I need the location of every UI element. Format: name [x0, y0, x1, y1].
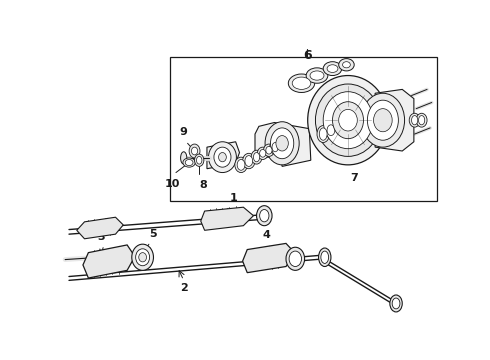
Ellipse shape: [195, 154, 204, 166]
Ellipse shape: [373, 109, 392, 132]
Polygon shape: [243, 243, 295, 273]
Ellipse shape: [390, 295, 402, 312]
Ellipse shape: [325, 122, 337, 138]
Ellipse shape: [308, 76, 388, 165]
Ellipse shape: [209, 142, 236, 172]
Ellipse shape: [292, 77, 311, 89]
Ellipse shape: [245, 156, 253, 166]
Ellipse shape: [196, 156, 202, 164]
Ellipse shape: [333, 102, 364, 139]
Ellipse shape: [323, 92, 373, 149]
Bar: [170, 57, 437, 201]
Ellipse shape: [321, 251, 329, 264]
Polygon shape: [375, 89, 414, 151]
Ellipse shape: [339, 59, 354, 71]
Ellipse shape: [289, 251, 301, 266]
Ellipse shape: [310, 71, 324, 80]
Ellipse shape: [265, 122, 299, 165]
Ellipse shape: [318, 248, 331, 266]
Ellipse shape: [192, 147, 197, 155]
Ellipse shape: [243, 153, 255, 169]
Ellipse shape: [257, 206, 272, 226]
Ellipse shape: [361, 93, 405, 147]
Text: 9: 9: [180, 127, 188, 137]
Ellipse shape: [272, 143, 278, 152]
Ellipse shape: [286, 247, 305, 270]
Ellipse shape: [317, 126, 329, 143]
Text: 10: 10: [164, 179, 180, 189]
Text: 3: 3: [98, 232, 105, 242]
Ellipse shape: [343, 62, 350, 68]
Polygon shape: [207, 142, 240, 169]
Ellipse shape: [260, 210, 269, 222]
Ellipse shape: [253, 153, 260, 162]
Ellipse shape: [235, 157, 247, 172]
Ellipse shape: [392, 298, 400, 309]
Ellipse shape: [341, 116, 345, 124]
Ellipse shape: [409, 113, 420, 127]
Polygon shape: [201, 207, 253, 230]
Ellipse shape: [214, 147, 231, 167]
Ellipse shape: [181, 152, 187, 164]
Ellipse shape: [266, 147, 272, 154]
Ellipse shape: [251, 150, 262, 164]
Text: 5: 5: [149, 229, 156, 239]
Ellipse shape: [270, 140, 281, 154]
Text: 7: 7: [350, 172, 358, 183]
Ellipse shape: [306, 68, 328, 83]
Ellipse shape: [288, 74, 315, 93]
Ellipse shape: [339, 109, 357, 131]
Ellipse shape: [264, 144, 274, 156]
Ellipse shape: [368, 100, 398, 140]
Ellipse shape: [189, 144, 200, 158]
Polygon shape: [83, 245, 135, 278]
Ellipse shape: [219, 153, 226, 162]
Text: 1: 1: [229, 193, 237, 203]
Ellipse shape: [257, 147, 268, 159]
Text: 4: 4: [263, 230, 270, 240]
Polygon shape: [77, 217, 123, 239]
Text: 8: 8: [199, 180, 207, 190]
Ellipse shape: [418, 116, 425, 125]
Ellipse shape: [185, 159, 193, 166]
Ellipse shape: [136, 249, 149, 266]
Ellipse shape: [132, 244, 153, 270]
Ellipse shape: [319, 128, 327, 140]
Text: 2: 2: [180, 283, 188, 293]
Ellipse shape: [412, 116, 418, 125]
Ellipse shape: [323, 62, 342, 76]
Ellipse shape: [237, 159, 245, 170]
Ellipse shape: [339, 114, 348, 126]
Ellipse shape: [327, 125, 335, 136]
Ellipse shape: [416, 113, 427, 127]
Polygon shape: [255, 122, 311, 166]
Ellipse shape: [334, 121, 340, 130]
Ellipse shape: [276, 136, 288, 151]
Ellipse shape: [183, 158, 196, 167]
Text: 6: 6: [303, 49, 312, 62]
Ellipse shape: [260, 149, 266, 157]
Ellipse shape: [270, 128, 294, 159]
Ellipse shape: [139, 253, 147, 262]
Ellipse shape: [316, 84, 381, 156]
Ellipse shape: [332, 119, 343, 132]
Ellipse shape: [327, 65, 338, 72]
